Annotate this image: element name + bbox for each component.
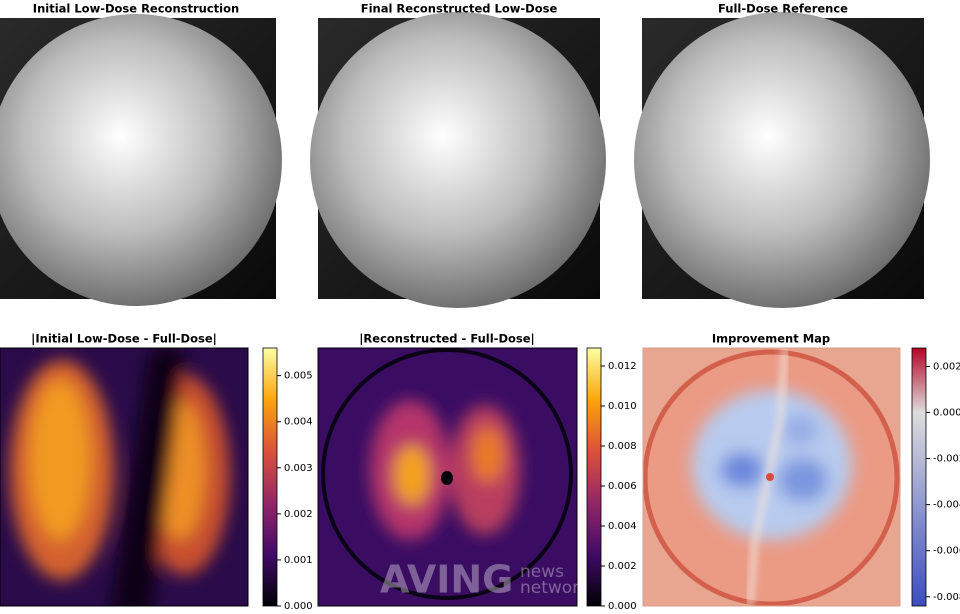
colorbar-tick-label: -0.006 [933, 546, 960, 557]
panel-title: |Initial Low-Dose - Full-Dose| [31, 332, 217, 346]
colorbar [911, 347, 927, 607]
panel-title: |Reconstructed - Full-Dose| [359, 332, 535, 346]
heatmap-panel [318, 348, 577, 606]
colorbar-tick-label: 0.006 [608, 481, 637, 492]
colorbar-tick-label: 0.000 [284, 601, 313, 612]
image-panel [0, 14, 282, 306]
heatmap-panel [0, 348, 248, 606]
image-panel [634, 12, 930, 308]
colorbar-tick-label: 0.003 [284, 463, 313, 474]
image-panel [310, 12, 606, 308]
colorbar-tick-label: 0.012 [608, 361, 637, 372]
watermark: news [520, 562, 564, 582]
watermark: network [520, 578, 589, 598]
panel-title: Improvement Map [712, 332, 830, 346]
colorbar-tick-label: 0.005 [284, 371, 313, 382]
colorbar-tick-label: -0.004 [933, 500, 960, 511]
colorbar [586, 347, 602, 607]
colorbar-tick-label: 0.010 [608, 401, 637, 412]
colorbar-tick-label: 0.002 [284, 509, 313, 520]
colorbar-tick-label: 0.000 [933, 408, 960, 419]
colorbar-tick-label: 0.004 [284, 417, 313, 428]
panel-title: Initial Low-Dose Reconstruction [33, 2, 239, 16]
panel-frame [317, 347, 578, 607]
panel-title: Full-Dose Reference [718, 2, 848, 16]
colorbar [262, 347, 278, 607]
colorbar-tick-label: 0.008 [608, 441, 637, 452]
colorbar-tick-label: 0.001 [284, 555, 313, 566]
colorbar-tick-label: 0.000 [608, 601, 637, 612]
panel-frame [0, 347, 249, 607]
panel-title: Final Reconstructed Low-Dose [361, 2, 558, 16]
panel-frame [642, 347, 901, 607]
colorbar-tick-label: 0.004 [608, 521, 637, 532]
colorbar-tick-label: 0.002 [608, 561, 637, 572]
colorbar-tick-label: -0.008 [933, 592, 960, 603]
colorbar-tick-label: 0.002 [933, 361, 960, 372]
heatmap-panel [643, 348, 900, 606]
watermark: AVING [380, 558, 513, 602]
colorbar-tick-label: -0.002 [933, 454, 960, 465]
